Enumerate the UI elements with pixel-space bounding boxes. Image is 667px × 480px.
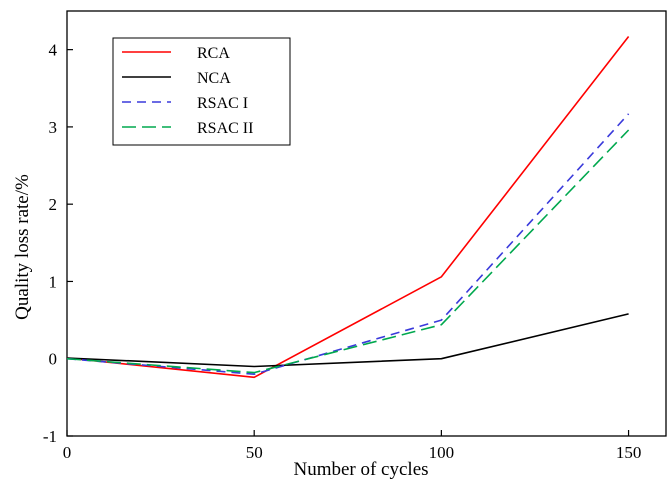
- y-tick-label: 2: [49, 195, 58, 214]
- legend-label-rsac-i: RSAC I: [197, 95, 248, 112]
- series-line-rsac-ii: [66, 129, 630, 374]
- legend-label-nca: NCA: [197, 70, 231, 87]
- axes: 0 50 100 150 -1 0 1 2 3 4: [43, 10, 667, 462]
- plot-frame: [66, 10, 667, 437]
- series-line-nca: [66, 313, 629, 368]
- y-tick-label: -1: [43, 427, 57, 446]
- x-axis-title: Number of cycles: [293, 459, 428, 480]
- y-tick-label: 4: [49, 41, 58, 60]
- x-tick-label: 50: [246, 443, 263, 462]
- x-tick-label: 0: [63, 443, 72, 462]
- x-tick-label: 150: [616, 443, 642, 462]
- x-tick-label: 100: [429, 443, 455, 462]
- series-line-rsac-i: [66, 113, 630, 376]
- series-lines: [66, 36, 630, 379]
- series-line-rca: [66, 36, 630, 379]
- y-tick-label: 0: [49, 350, 58, 369]
- y-tick-label: 3: [49, 118, 58, 137]
- legend-label-rsac-ii: RSAC II: [197, 120, 253, 137]
- legend-label-rca: RCA: [197, 45, 230, 62]
- y-tick-label: 1: [49, 272, 58, 291]
- y-axis-title: Quality loss rate/%: [12, 174, 33, 320]
- legend: RCA NCA RSAC I RSAC II: [112, 37, 291, 146]
